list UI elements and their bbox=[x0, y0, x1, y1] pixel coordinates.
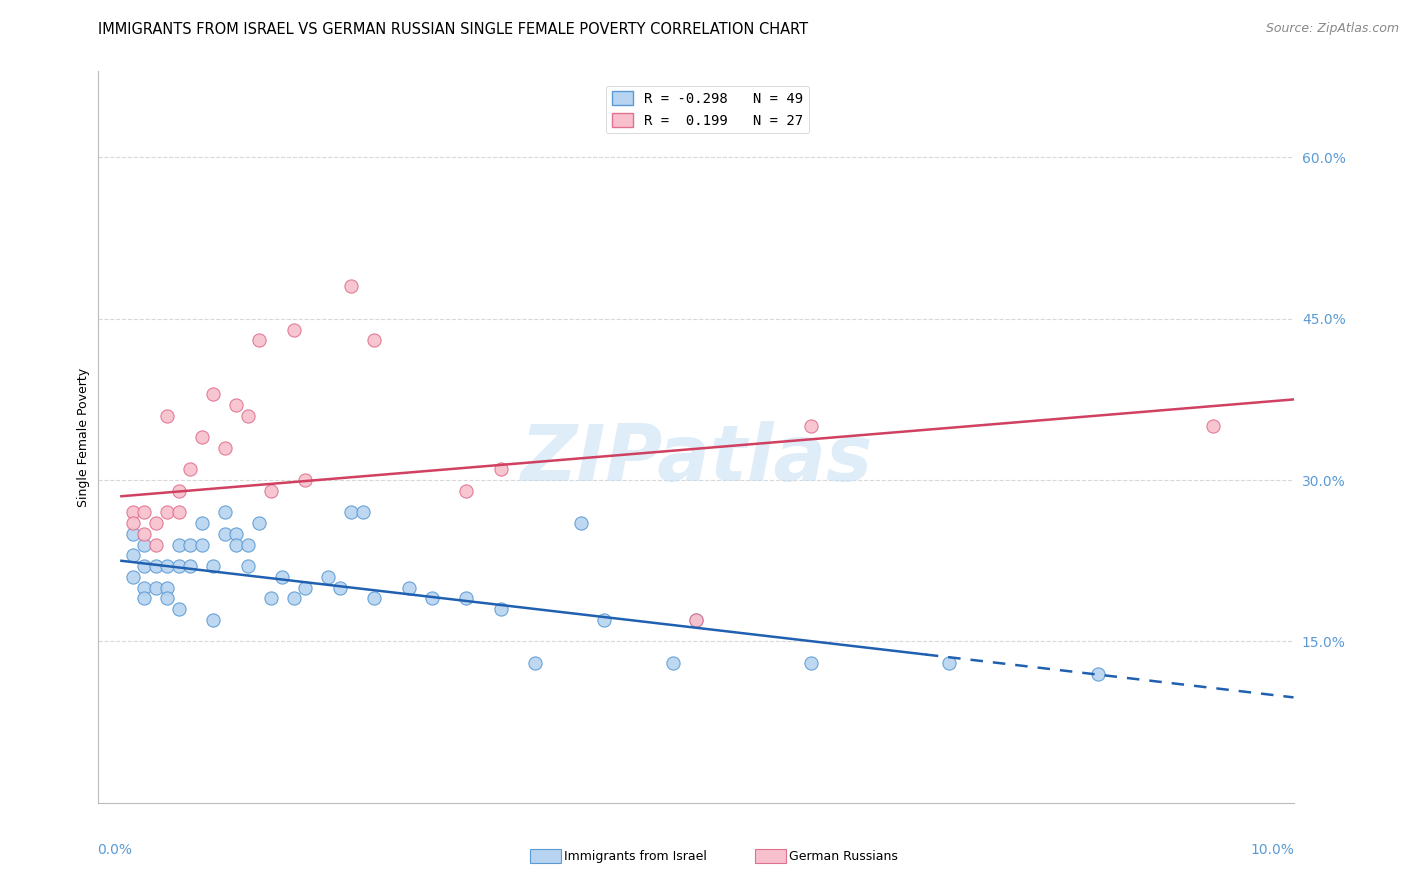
Point bbox=[122, 549, 145, 563]
Point bbox=[214, 527, 236, 541]
Point bbox=[283, 591, 305, 606]
Point bbox=[156, 591, 179, 606]
Point bbox=[316, 570, 339, 584]
Point bbox=[156, 409, 179, 423]
Point bbox=[1202, 419, 1225, 434]
Point bbox=[191, 516, 214, 530]
Point bbox=[247, 333, 270, 347]
Point bbox=[156, 581, 179, 595]
Point bbox=[179, 462, 201, 476]
Point bbox=[236, 538, 259, 552]
Point bbox=[179, 538, 201, 552]
Point bbox=[420, 591, 443, 606]
Text: IMMIGRANTS FROM ISRAEL VS GERMAN RUSSIAN SINGLE FEMALE POVERTY CORRELATION CHART: IMMIGRANTS FROM ISRAEL VS GERMAN RUSSIAN… bbox=[98, 22, 808, 37]
Point bbox=[271, 570, 294, 584]
Point bbox=[340, 505, 363, 519]
Point bbox=[134, 581, 156, 595]
Y-axis label: Single Female Poverty: Single Female Poverty bbox=[77, 368, 90, 507]
Point bbox=[134, 559, 156, 574]
Point bbox=[352, 505, 374, 519]
Point bbox=[489, 602, 512, 616]
Point bbox=[398, 581, 420, 595]
Point bbox=[167, 559, 190, 574]
Point bbox=[294, 473, 316, 487]
Point bbox=[167, 602, 190, 616]
Point bbox=[685, 613, 707, 627]
Point bbox=[662, 656, 685, 670]
Point bbox=[225, 538, 247, 552]
Point bbox=[202, 559, 225, 574]
Point bbox=[214, 505, 236, 519]
Point bbox=[225, 398, 247, 412]
Text: 0.0%: 0.0% bbox=[97, 843, 132, 857]
Point bbox=[260, 483, 283, 498]
Point bbox=[489, 462, 512, 476]
Point bbox=[156, 559, 179, 574]
Point bbox=[456, 591, 478, 606]
Point bbox=[134, 538, 156, 552]
Point bbox=[340, 279, 363, 293]
Point bbox=[236, 559, 259, 574]
Point bbox=[122, 527, 145, 541]
Point bbox=[214, 441, 236, 455]
Point bbox=[800, 419, 823, 434]
Point bbox=[179, 559, 201, 574]
Point bbox=[191, 430, 214, 444]
Point bbox=[122, 516, 145, 530]
Point bbox=[202, 613, 225, 627]
Point bbox=[260, 591, 283, 606]
Point bbox=[329, 581, 352, 595]
Point bbox=[122, 505, 145, 519]
Legend: R = -0.298   N = 49, R =  0.199   N = 27: R = -0.298 N = 49, R = 0.199 N = 27 bbox=[606, 86, 808, 133]
Point bbox=[145, 516, 167, 530]
Point bbox=[122, 570, 145, 584]
Point bbox=[593, 613, 616, 627]
Point bbox=[156, 505, 179, 519]
Point bbox=[800, 656, 823, 670]
Text: 10.0%: 10.0% bbox=[1251, 843, 1295, 857]
Point bbox=[145, 581, 167, 595]
Point bbox=[191, 538, 214, 552]
Point bbox=[145, 538, 167, 552]
Point bbox=[1087, 666, 1109, 681]
Point bbox=[167, 538, 190, 552]
Point bbox=[145, 559, 167, 574]
Point bbox=[363, 333, 385, 347]
Point bbox=[134, 591, 156, 606]
Point bbox=[236, 409, 259, 423]
Point bbox=[294, 581, 316, 595]
Point bbox=[456, 483, 478, 498]
Point bbox=[569, 516, 592, 530]
Text: ZIPatlas: ZIPatlas bbox=[520, 421, 872, 497]
Point bbox=[283, 322, 305, 336]
Text: Source: ZipAtlas.com: Source: ZipAtlas.com bbox=[1265, 22, 1399, 36]
Point bbox=[134, 527, 156, 541]
Point bbox=[685, 613, 707, 627]
Text: German Russians: German Russians bbox=[789, 850, 897, 863]
Point bbox=[167, 505, 190, 519]
Point bbox=[134, 505, 156, 519]
Point bbox=[247, 516, 270, 530]
Point bbox=[202, 387, 225, 401]
Point bbox=[225, 527, 247, 541]
Text: Immigrants from Israel: Immigrants from Israel bbox=[564, 850, 707, 863]
Point bbox=[167, 483, 190, 498]
Point bbox=[938, 656, 960, 670]
Point bbox=[524, 656, 547, 670]
Point bbox=[363, 591, 385, 606]
